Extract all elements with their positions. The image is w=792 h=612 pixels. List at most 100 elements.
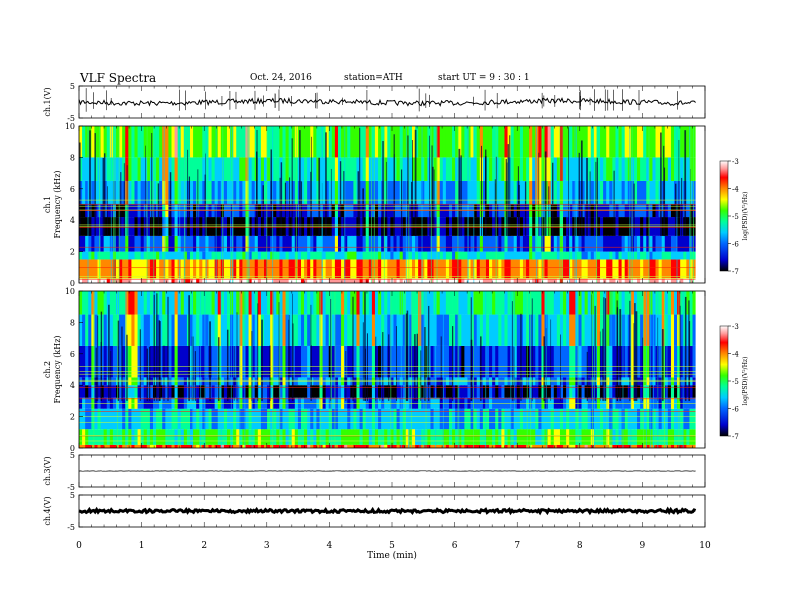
- spectrogram-cell: [640, 429, 644, 445]
- sferic-streak: [412, 140, 413, 236]
- spectrogram-cell: [288, 345, 293, 378]
- spectrogram-cell: [285, 259, 290, 279]
- spectrogram-cell: [140, 157, 145, 181]
- spectrogram-cell: [316, 126, 320, 158]
- spectrogram-cell: [553, 126, 558, 158]
- spectrogram-cell: [146, 180, 151, 205]
- sferic-streak: [375, 336, 377, 401]
- spectrogram-cell: [387, 429, 391, 445]
- spectrogram-cell: [550, 291, 555, 315]
- spectrogram-cell: [239, 444, 243, 448]
- spectrogram-cell: [82, 157, 86, 181]
- spectrogram-cell: [492, 259, 496, 279]
- spectrogram-cell: [251, 291, 256, 315]
- spectrogram-cell: [325, 259, 330, 279]
- spectrogram-cell: [473, 180, 478, 205]
- spectrogram-cell: [600, 126, 604, 158]
- spectrogram-cell: [600, 259, 604, 279]
- spectrogram-cell: [498, 180, 502, 205]
- spectrogram-cell: [408, 180, 413, 205]
- spectrogram-cell: [584, 345, 589, 378]
- spectrogram-cell: [146, 345, 151, 378]
- spectrogram-cell: [633, 180, 638, 205]
- ch3-waveform-panel: 5-5ch.3(V): [43, 451, 706, 492]
- spectrogram-cell: [220, 385, 225, 398]
- spectrogram-cell: [624, 259, 629, 279]
- spectrogram-cell: [254, 345, 259, 378]
- spectrogram-cell: [174, 314, 179, 346]
- spectrogram-cell: [587, 278, 592, 283]
- spectrogram-cell: [633, 251, 638, 260]
- spectrogram-cell: [612, 314, 616, 346]
- spectrogram-cell: [547, 345, 552, 378]
- spectrogram-cell: [248, 251, 253, 260]
- spectrogram-cell: [442, 385, 447, 398]
- spectrogram-cell: [297, 408, 302, 430]
- spectrogram-cell: [418, 157, 422, 181]
- spectrogram-cell: [322, 259, 327, 279]
- spectrogram-cell: [328, 408, 333, 430]
- sferic-streak: [279, 177, 281, 236]
- spectrogram-cell: [236, 251, 240, 260]
- spectrogram-cell: [152, 180, 157, 205]
- spectrogram-cell: [168, 126, 172, 158]
- no-data-area: [695, 291, 705, 448]
- spectrogram-cell: [575, 180, 579, 205]
- x-tick-label: 4: [327, 541, 333, 551]
- spectrogram-cell: [677, 259, 681, 279]
- spectrogram-cell: [328, 180, 333, 205]
- spectrogram-cell: [473, 444, 478, 448]
- spectrogram-cell: [418, 278, 422, 283]
- spectrogram-cell: [621, 157, 626, 181]
- spectrogram-cell: [661, 408, 666, 430]
- spectrogram-cell: [421, 385, 425, 398]
- spectrogram-cell: [415, 180, 419, 205]
- spectrogram-cell: [670, 157, 675, 181]
- spectrogram-cell: [559, 408, 564, 430]
- spectrogram-cell: [180, 235, 185, 252]
- spectrogram-cell: [331, 180, 336, 205]
- spectrogram-cell: [501, 251, 505, 260]
- spectrogram-cell: [489, 278, 493, 283]
- spectrogram-cell: [683, 251, 687, 260]
- spectrogram-cell: [88, 385, 92, 398]
- spectrogram-cell: [535, 444, 539, 448]
- spectrogram-cell: [183, 444, 188, 448]
- spectrogram-cell: [322, 235, 327, 252]
- spectrogram-cell: [461, 444, 465, 448]
- spectrogram-cell: [152, 157, 157, 181]
- spectrogram-cell: [128, 429, 132, 445]
- spectrogram-cell: [233, 259, 237, 279]
- sferic-streak: [280, 162, 283, 236]
- sferic-streak: [526, 291, 528, 448]
- spectrogram-cell: [189, 291, 194, 315]
- spectrogram-cell: [128, 385, 132, 398]
- spectrogram-cell: [193, 251, 197, 260]
- spectrogram-cell: [569, 408, 573, 430]
- spectrogram-cell: [572, 345, 576, 378]
- spectrogram-cell: [288, 278, 293, 283]
- spectrogram-cell: [82, 429, 86, 445]
- spectrogram-cell: [492, 314, 496, 346]
- x-tick-label: 6: [452, 541, 458, 551]
- spectrogram-cell: [257, 314, 262, 346]
- spectrogram-cell: [603, 157, 607, 181]
- spectrogram-cell: [226, 259, 231, 279]
- spectrogram-cell: [553, 429, 558, 445]
- spectrogram-cell: [387, 314, 391, 346]
- spectrogram-cell: [168, 291, 172, 315]
- spectrogram-cell: [664, 235, 669, 252]
- spectrogram-cell: [575, 314, 579, 346]
- y-tick-label: 0: [70, 279, 75, 288]
- spectrogram-cell: [473, 251, 478, 260]
- spectrogram-cell: [421, 180, 425, 205]
- spectrogram-cell: [405, 235, 410, 252]
- spectrogram-cell: [587, 235, 592, 252]
- spectrogram-cell: [603, 126, 607, 158]
- spectrogram-cell: [621, 251, 626, 260]
- spectrogram-cell: [473, 408, 478, 430]
- y-tick-label: 10: [65, 122, 75, 131]
- sferic-streak: [530, 291, 532, 448]
- spectrogram-cell: [103, 291, 108, 315]
- sferic-streak: [102, 157, 105, 236]
